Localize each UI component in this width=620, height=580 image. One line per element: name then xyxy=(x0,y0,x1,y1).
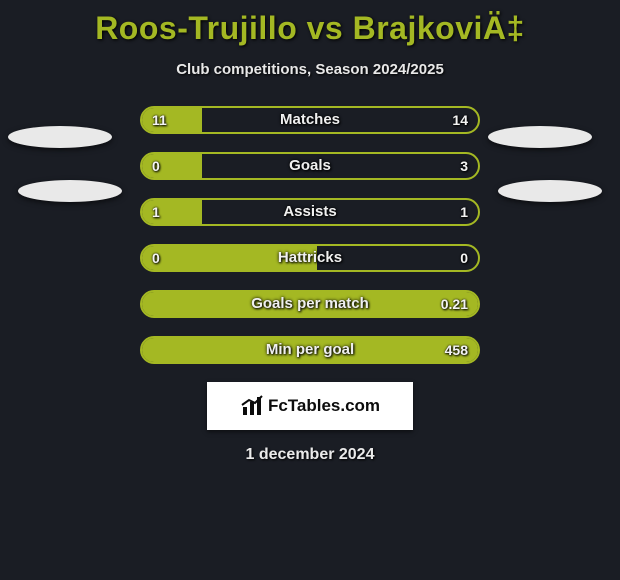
stat-bars: 11Matches140Goals31Assists10Hattricks0Go… xyxy=(140,106,480,364)
stat-right-value: 1 xyxy=(460,200,468,224)
left-oval-1 xyxy=(8,126,112,148)
stat-row: 0Goals3 xyxy=(140,152,480,180)
page-title: Roos-Trujillo vs BrajkoviÄ‡ xyxy=(0,10,620,47)
stat-label: Matches xyxy=(142,108,478,132)
page-subtitle: Club competitions, Season 2024/2025 xyxy=(0,61,620,78)
stat-label: Assists xyxy=(142,200,478,224)
stat-right-value: 0 xyxy=(460,246,468,270)
brand-badge[interactable]: FcTables.com xyxy=(207,382,413,430)
stat-row: 0Hattricks0 xyxy=(140,244,480,272)
chart-icon xyxy=(240,394,264,418)
stat-row: Min per goal458 xyxy=(140,336,480,364)
comparison-card: Roos-Trujillo vs BrajkoviÄ‡ Club competi… xyxy=(0,0,620,464)
stat-label: Hattricks xyxy=(142,246,478,270)
stat-row: 1Assists1 xyxy=(140,198,480,226)
left-oval-2 xyxy=(18,180,122,202)
stat-right-value: 0.21 xyxy=(441,292,468,316)
stat-label: Goals xyxy=(142,154,478,178)
brand-text: FcTables.com xyxy=(268,396,380,416)
stat-right-value: 458 xyxy=(445,338,468,362)
stat-row: 11Matches14 xyxy=(140,106,480,134)
stat-right-value: 3 xyxy=(460,154,468,178)
stat-right-value: 14 xyxy=(452,108,468,132)
stat-row: Goals per match0.21 xyxy=(140,290,480,318)
right-oval-2 xyxy=(498,180,602,202)
date-text: 1 december 2024 xyxy=(0,446,620,464)
right-oval-1 xyxy=(488,126,592,148)
stat-label: Goals per match xyxy=(142,292,478,316)
stat-label: Min per goal xyxy=(142,338,478,362)
